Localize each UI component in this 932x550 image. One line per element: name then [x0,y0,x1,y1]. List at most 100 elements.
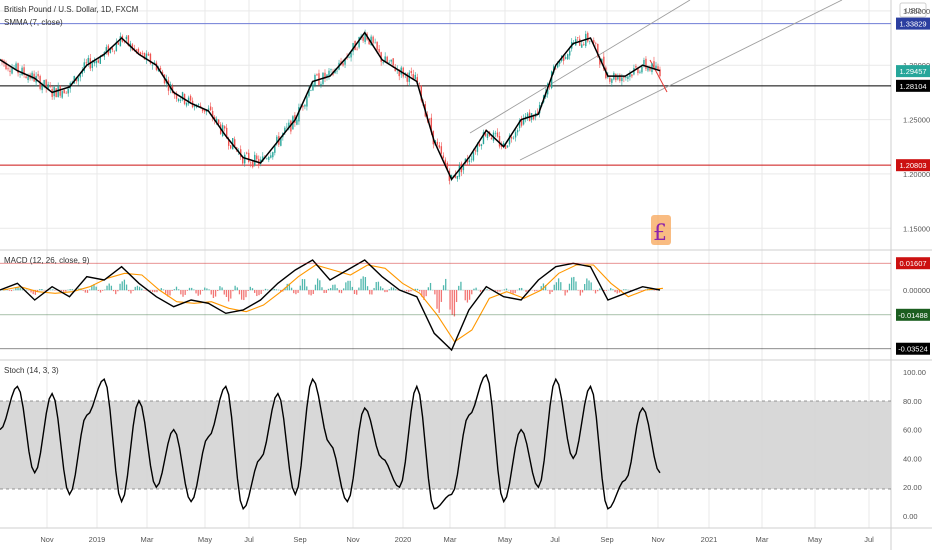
macd-histogram-bar [620,290,623,291]
macd-histogram-bar [193,289,195,291]
macd-tick-label: 0.00000 [903,286,930,295]
candle [635,63,637,70]
candle [508,133,511,147]
macd-histogram-bar [204,287,206,291]
candle [530,113,533,123]
candle [181,91,184,102]
macd-histogram-bar [290,287,293,291]
macd-histogram-bar [349,280,351,291]
price-axis[interactable]: 1.350001.300001.250001.200001.150001.338… [896,7,930,233]
macd-histogram-bar [39,289,41,291]
candle [115,38,118,52]
macd-histogram-bar [197,290,199,296]
candle [565,54,567,60]
macd-histogram-bar [356,290,358,295]
candle [175,91,178,102]
candle [554,68,557,70]
macd-histogram-bar [473,288,475,291]
stoch-axis[interactable]: 100.00 80.00 60.00 40.00 20.00 0.00 [903,368,926,521]
macd-histogram-bar [21,289,24,291]
candle [223,125,226,132]
macd-histogram-bar [108,283,110,291]
macd-histogram-bar [154,290,156,293]
candle [428,117,431,123]
macd-histogram-bar [642,290,644,291]
macd-axis[interactable]: 0.00000 0.01607 -0.01488 -0.03524 [896,257,930,355]
macd-histogram-bar [238,290,241,295]
stoch-tick-label: 40.00 [903,454,922,463]
macd-histogram-bar [408,290,410,292]
candle [229,145,232,150]
trend-channel[interactable] [469,0,843,161]
macd-histogram-bar [41,289,43,291]
macd-histogram-bar [590,282,592,291]
macd-histogram-bar [306,286,308,291]
candle [480,143,483,150]
macd-histogram-bar [410,290,412,292]
candle [254,151,256,167]
macd-histogram-bar [479,290,482,293]
macd-histogram-bar [360,278,362,291]
macd-histogram-bar [212,290,215,299]
candle [583,41,585,46]
horizontal-lines[interactable] [0,23,891,166]
macd-histogram-bar [89,289,91,291]
candle [384,52,386,63]
macd-histogram-bar [468,290,471,300]
macd-histogram-bar [178,289,180,291]
candle [79,73,81,82]
time-label: 2020 [395,535,412,544]
macd-histogram-bar [542,283,545,291]
candle [145,50,148,64]
macd-histogram-bar [566,290,568,293]
candle [49,82,51,89]
macd-histogram-bar [629,290,631,291]
candle [159,65,162,71]
channel-lower-line[interactable] [519,0,843,161]
macd-histogram-bar [392,287,395,291]
macd-histogram-bar [62,290,65,292]
macd-histogram-bar [130,290,132,294]
macd-histogram-bar [503,289,505,291]
macd-histogram-bar [347,280,349,291]
macd-histogram-bar [106,285,108,291]
trend-line-red[interactable] [649,59,668,93]
macd-histogram-bar [234,285,236,291]
channel-upper-line[interactable] [469,0,691,134]
candle [83,58,85,73]
time-label: May [198,535,212,544]
candle [386,55,388,64]
candle [209,102,212,112]
candle [11,63,13,75]
candle [103,51,106,60]
macd-histogram-bar [560,282,562,291]
macd-histogram-bar [254,290,256,293]
macd-histogram-bar [230,290,232,299]
candle [653,56,655,71]
candle [496,128,499,138]
macd-histogram-bar [262,290,264,291]
macd-histogram-bar [49,289,52,291]
macd-histogram-bar [293,290,295,294]
candle [374,38,376,44]
currency-button[interactable] [899,2,927,18]
macd-histogram-bar [414,288,416,291]
macd-histogram-bar [169,290,171,296]
macd-histogram-bar [618,290,621,293]
macd-histogram-bar [429,282,432,291]
macd-pane [0,259,891,352]
time-label: Nov [346,535,360,544]
macd-histogram-bar [475,287,477,291]
candle [462,164,465,174]
macd-histogram-bar [82,290,84,291]
time-axis[interactable]: Nov 2019 Mar May Jul Sep Nov 2020 Mar May Jul Sep No… [40,535,874,544]
candle [412,69,414,80]
macd-histogram-bar [138,286,141,291]
macd-histogram-bar [17,287,19,291]
pound-emblem-icon: £ [651,215,671,246]
macd-histogram-bar [390,287,393,291]
macd-histogram-bar [30,290,32,293]
svg-text:£: £ [653,221,667,246]
candle [526,112,529,121]
price-tag: 1.33829 [896,17,930,30]
